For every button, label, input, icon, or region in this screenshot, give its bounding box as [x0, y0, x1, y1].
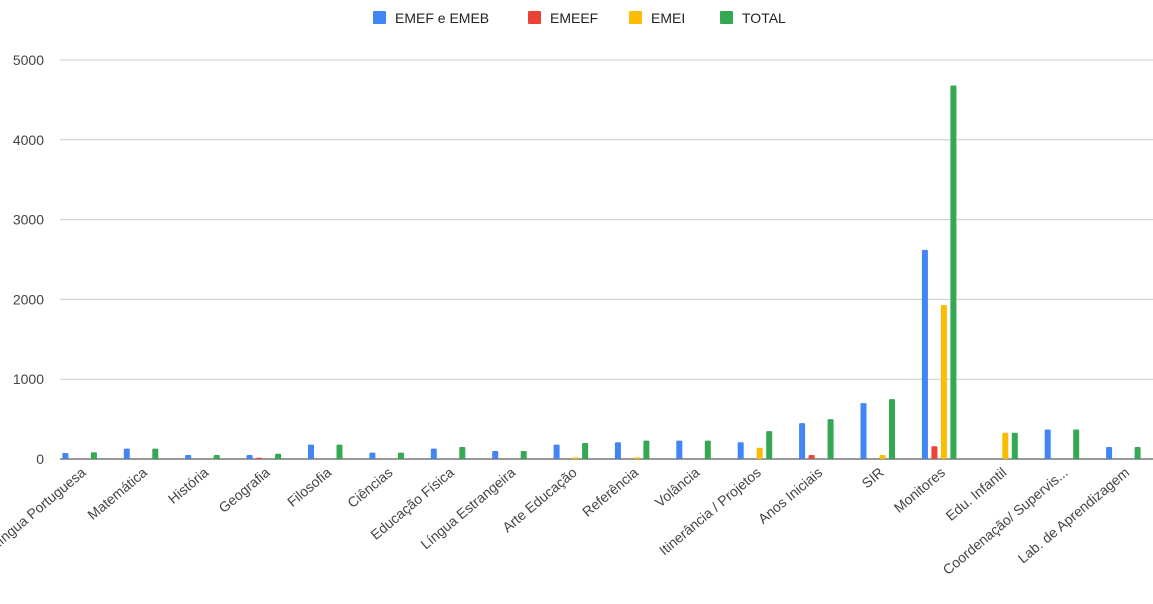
x-tick-label: Coordenação/ Supervis...	[940, 464, 1071, 578]
bar	[799, 423, 806, 459]
bar	[704, 440, 711, 459]
bar	[213, 455, 220, 459]
bar	[737, 442, 744, 459]
bar	[614, 442, 621, 459]
bar	[889, 399, 895, 459]
bar	[336, 444, 343, 459]
bar	[185, 455, 192, 459]
bar	[430, 448, 437, 459]
bar	[827, 419, 834, 459]
x-tick-label: Ciências	[344, 464, 395, 511]
bar	[643, 440, 650, 459]
bar	[152, 448, 159, 459]
bar	[766, 431, 773, 459]
x-tick-label: Lab. de Aprendizagem	[1015, 464, 1133, 566]
y-axis-ticks: 0 1000 2000 3000 4000 5000	[13, 52, 44, 467]
y-tick-label: 3000	[13, 212, 44, 228]
bar	[582, 443, 589, 459]
y-tick-label: 0	[36, 451, 44, 467]
bar	[256, 457, 263, 459]
bar	[369, 452, 376, 459]
legend-label: TOTAL	[742, 10, 786, 26]
x-tick-label: Língua Portuguesa	[0, 464, 89, 552]
legend-swatch	[629, 11, 642, 24]
x-tick-label: Volância	[652, 464, 703, 510]
bar	[572, 457, 579, 459]
bar	[921, 249, 928, 459]
bar	[1073, 429, 1080, 459]
bars	[62, 85, 1141, 459]
bar	[123, 448, 130, 459]
x-tick-label: História	[165, 464, 212, 507]
x-tick-label: Matemática	[84, 464, 150, 523]
bar	[308, 444, 314, 459]
legend-swatch	[528, 11, 541, 24]
bar	[879, 455, 886, 459]
bar	[246, 455, 253, 459]
legend-swatch	[373, 11, 386, 24]
bar	[62, 453, 69, 459]
x-tick-label: Itinerância / Projetos	[656, 464, 764, 558]
bar	[931, 446, 938, 459]
bar	[1134, 447, 1141, 459]
bar	[459, 447, 466, 459]
bar	[1011, 432, 1018, 459]
bar	[520, 451, 527, 459]
x-tick-label: SIR	[859, 464, 887, 491]
bar	[950, 85, 957, 459]
legend: EMEF e EMEB EMEEF EMEI TOTAL	[373, 10, 786, 26]
y-tick-label: 1000	[13, 371, 44, 387]
bar	[397, 452, 404, 459]
bar	[90, 452, 97, 459]
bar	[275, 453, 282, 459]
bar	[860, 403, 867, 459]
x-tick-label: Geografia	[215, 464, 273, 516]
legend-label: EMEI	[651, 10, 685, 26]
legend-swatch	[720, 11, 733, 24]
bar	[940, 305, 947, 459]
x-tick-label: Referência	[579, 464, 641, 520]
bar	[676, 440, 683, 459]
y-tick-label: 5000	[13, 52, 44, 68]
legend-label: EMEEF	[550, 10, 598, 26]
bar	[1106, 447, 1113, 459]
bar	[553, 444, 560, 459]
y-tick-label: 4000	[13, 132, 44, 148]
bar	[1044, 429, 1051, 459]
y-tick-label: 2000	[13, 291, 44, 307]
x-tick-label: Monitores	[891, 464, 948, 516]
bar	[756, 447, 763, 459]
bar	[633, 457, 640, 459]
gridlines	[60, 59, 1153, 460]
bar	[1002, 432, 1009, 459]
bar	[492, 451, 499, 459]
x-tick-label: Filosofia	[284, 464, 334, 510]
bar	[808, 455, 815, 459]
x-tick-label: Anos Iniciais	[755, 464, 825, 527]
legend-label: EMEF e EMEB	[395, 10, 489, 26]
